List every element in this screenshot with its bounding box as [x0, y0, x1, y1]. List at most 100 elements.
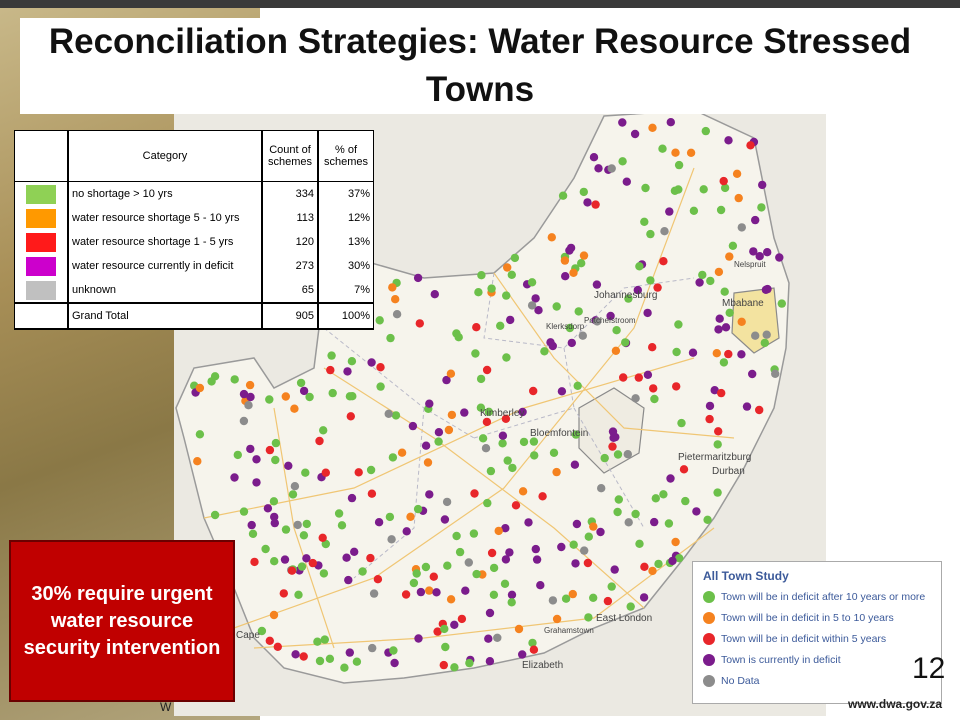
- town-marker: [672, 382, 681, 391]
- town-marker: [366, 553, 375, 563]
- town-marker: [725, 308, 734, 317]
- town-marker: [502, 291, 511, 300]
- town-marker: [674, 160, 684, 170]
- category-cell: water resource currently in deficit: [68, 254, 263, 278]
- top-band: [0, 0, 960, 8]
- town-marker: [651, 494, 660, 503]
- town-marker: [666, 474, 675, 483]
- town-marker: [454, 333, 463, 342]
- town-marker: [425, 399, 434, 408]
- category-header: Category: [68, 131, 263, 182]
- town-marker: [389, 646, 398, 655]
- town-marker: [325, 654, 335, 663]
- town-marker: [724, 349, 733, 359]
- town-marker: [624, 294, 633, 303]
- town-marker: [321, 539, 330, 549]
- town-marker: [452, 531, 461, 541]
- town-marker: [230, 375, 239, 384]
- town-marker: [658, 144, 667, 153]
- town-marker: [714, 267, 724, 277]
- town-marker: [287, 566, 297, 575]
- town-marker: [344, 575, 353, 585]
- town-marker: [546, 338, 555, 347]
- town-marker: [503, 456, 512, 465]
- town-marker: [500, 579, 510, 588]
- city-label-east-london: East London: [596, 613, 653, 624]
- town-marker: [699, 185, 708, 194]
- town-marker: [281, 392, 290, 401]
- town-marker: [387, 535, 396, 544]
- town-marker: [668, 556, 677, 566]
- town-marker: [654, 559, 663, 569]
- town-marker: [641, 183, 650, 193]
- town-marker: [433, 627, 442, 636]
- town-marker: [498, 431, 508, 440]
- town-marker: [414, 634, 423, 643]
- town-marker: [315, 656, 325, 666]
- town-marker: [326, 365, 335, 375]
- town-marker: [603, 596, 613, 606]
- town-marker: [279, 589, 288, 598]
- town-marker: [265, 445, 275, 455]
- town-marker: [415, 319, 424, 328]
- town-marker: [319, 569, 329, 578]
- town-marker: [261, 544, 270, 554]
- town-marker: [674, 185, 683, 194]
- color-swatch: [26, 256, 56, 276]
- town-marker: [552, 614, 562, 624]
- legend-item: Town will be in deficit in 5 to 10 years: [703, 610, 941, 625]
- town-marker: [369, 589, 379, 598]
- town-marker: [583, 198, 592, 207]
- town-marker: [650, 517, 659, 527]
- town-marker: [429, 572, 438, 581]
- town-marker: [413, 273, 423, 283]
- count-cell: 113: [262, 206, 319, 230]
- legend-item: No Data: [703, 673, 941, 688]
- town-marker: [760, 338, 769, 348]
- town-marker: [714, 325, 723, 334]
- city-label-cape: Cape: [236, 630, 260, 641]
- town-marker: [547, 233, 556, 242]
- town-marker: [384, 409, 393, 418]
- town-marker: [334, 509, 344, 518]
- town-marker: [457, 614, 467, 624]
- town-marker: [596, 527, 605, 537]
- town-marker: [775, 253, 784, 262]
- town-marker: [530, 451, 539, 460]
- town-marker: [263, 504, 273, 513]
- town-marker: [471, 349, 480, 358]
- legend-dot: [703, 611, 715, 624]
- town-marker: [388, 283, 397, 292]
- town-marker: [692, 507, 701, 516]
- town-marker: [294, 590, 303, 599]
- town-marker: [507, 270, 516, 279]
- town-marker: [561, 272, 570, 281]
- city-label-grahamstown: Grahamstown: [544, 626, 594, 635]
- swatch-header: [15, 131, 69, 182]
- town-marker: [373, 575, 383, 584]
- town-marker: [485, 657, 495, 666]
- legend-dot: [703, 674, 715, 687]
- legend-label: No Data: [721, 674, 760, 687]
- town-marker: [482, 417, 492, 427]
- town-marker: [425, 586, 434, 595]
- town-marker: [233, 450, 242, 460]
- town-marker: [510, 253, 520, 263]
- town-marker: [269, 610, 279, 620]
- town-marker: [493, 633, 502, 642]
- legend-label: Town will be in deficit in 5 to 10 years: [721, 611, 894, 624]
- town-marker: [340, 663, 349, 672]
- town-marker: [675, 554, 684, 563]
- legend-title: All Town Study: [703, 569, 789, 583]
- town-marker: [583, 558, 593, 568]
- town-marker: [531, 294, 540, 303]
- town-marker: [315, 436, 324, 446]
- town-marker: [442, 375, 451, 385]
- town-marker: [501, 524, 510, 533]
- town-marker: [442, 497, 452, 507]
- town-marker: [717, 388, 726, 398]
- town-marker: [777, 299, 786, 308]
- town-marker: [634, 373, 643, 382]
- town-marker: [347, 493, 357, 503]
- map-legend: All Town Study Town will be in deficit a…: [692, 561, 942, 704]
